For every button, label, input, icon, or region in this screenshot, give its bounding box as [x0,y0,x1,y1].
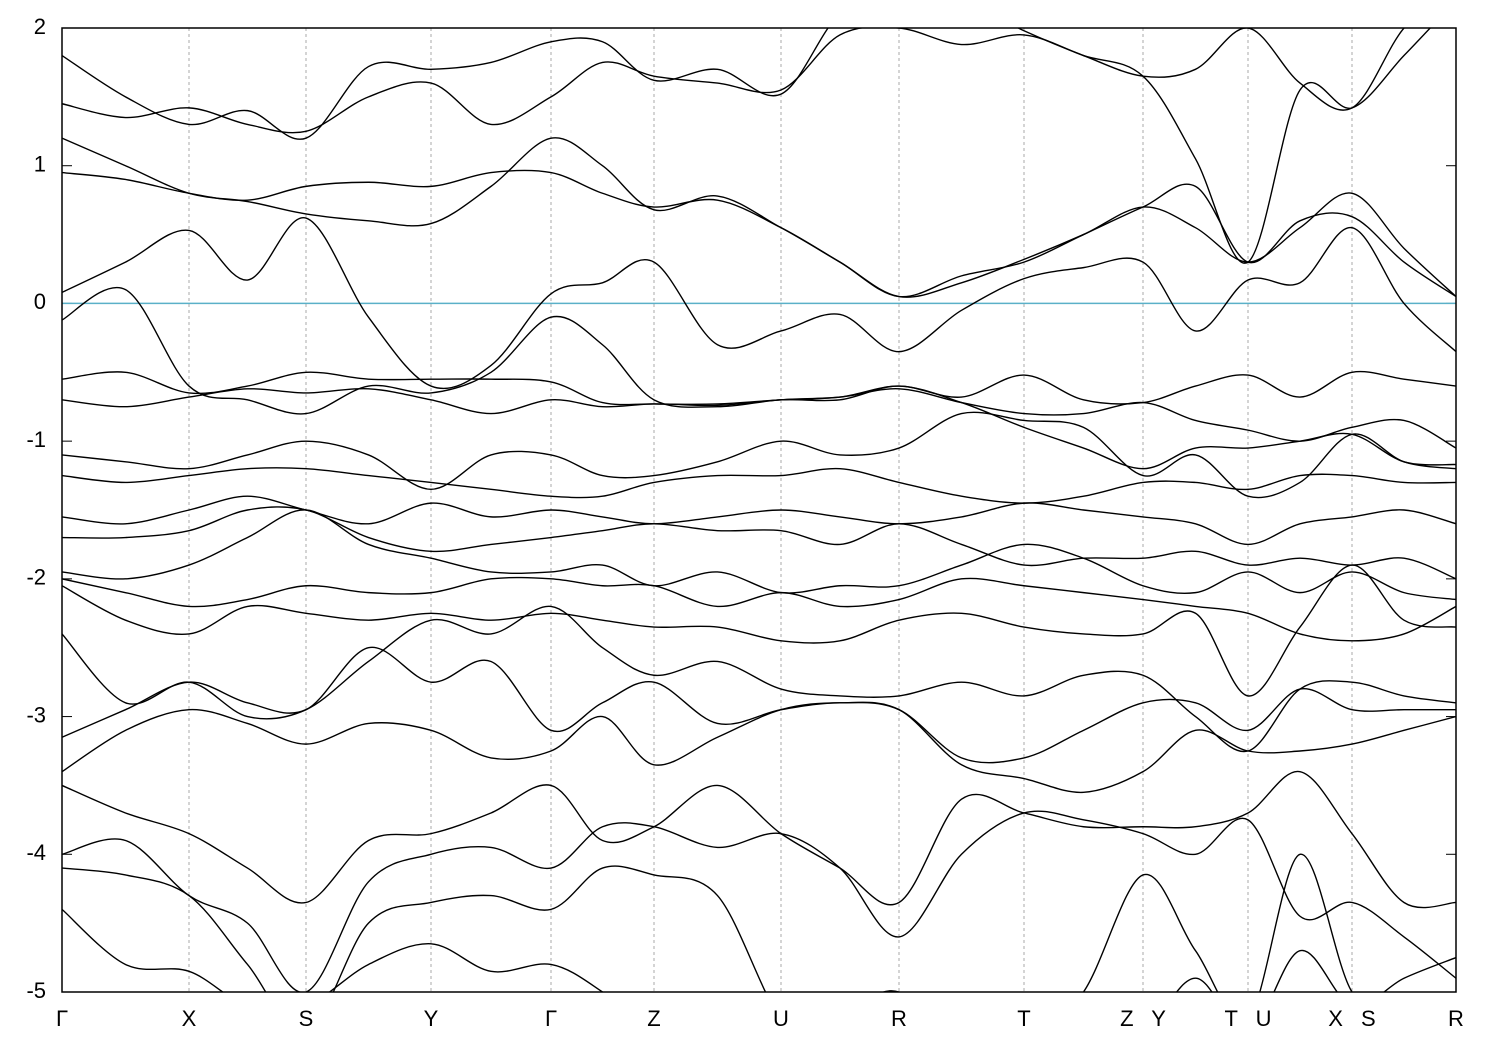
band-line [62,217,1456,390]
band-line [62,605,1456,753]
x-tick-label: T [1017,1006,1030,1031]
band-line [62,387,1456,449]
y-tick-label: 2 [34,14,46,39]
x-tick-label: Γ [56,1006,68,1031]
band-line [62,646,1456,764]
bands [62,28,1456,992]
plot-frame [61,27,1457,993]
x-tick-label: Γ [545,1006,557,1031]
x-tick-label: R [891,1006,907,1031]
x-tick-label: T U [1224,1006,1271,1031]
band-line [62,509,1456,601]
x-tick-label: Z [647,1006,660,1031]
axis-labels: -5 -4 -3 -2 -1 0 1 2 Γ X S Y Γ Z U R T Z Y T U X S R [26,14,1464,1031]
band-line [62,169,1456,298]
band-line [62,810,1456,992]
band-line [62,770,1456,909]
x-tick-label: S [299,1006,314,1031]
band-line [62,137,1456,298]
y-tick-label: -4 [26,840,46,865]
x-tick-label: X [182,1006,197,1031]
band-line [62,28,1432,264]
band-line [62,467,1456,504]
x-tick-label: Z Y [1120,1006,1166,1031]
band-line [62,701,1456,794]
x-tick-label: Y [424,1006,439,1031]
x-tick-label: U [773,1006,789,1031]
band-line [62,286,1456,470]
y-tick-label: -5 [26,978,46,1003]
band-line [62,853,1456,992]
band-line [62,370,1456,406]
band-line [62,411,1456,499]
band-line [62,495,1456,546]
y-tick-label: -3 [26,702,46,727]
grid [61,27,1457,993]
band-line [62,576,1456,642]
y-tick-label: -1 [26,427,46,452]
band-line [62,506,1456,580]
x-tick-label: X S [1328,1006,1375,1031]
band-line [62,564,1456,697]
y-tick-label: -2 [26,565,46,590]
band-line [62,28,1405,140]
x-tick-label: R [1448,1006,1464,1031]
y-tick-label: 0 [34,289,46,314]
y-tick-label: 1 [34,152,46,177]
